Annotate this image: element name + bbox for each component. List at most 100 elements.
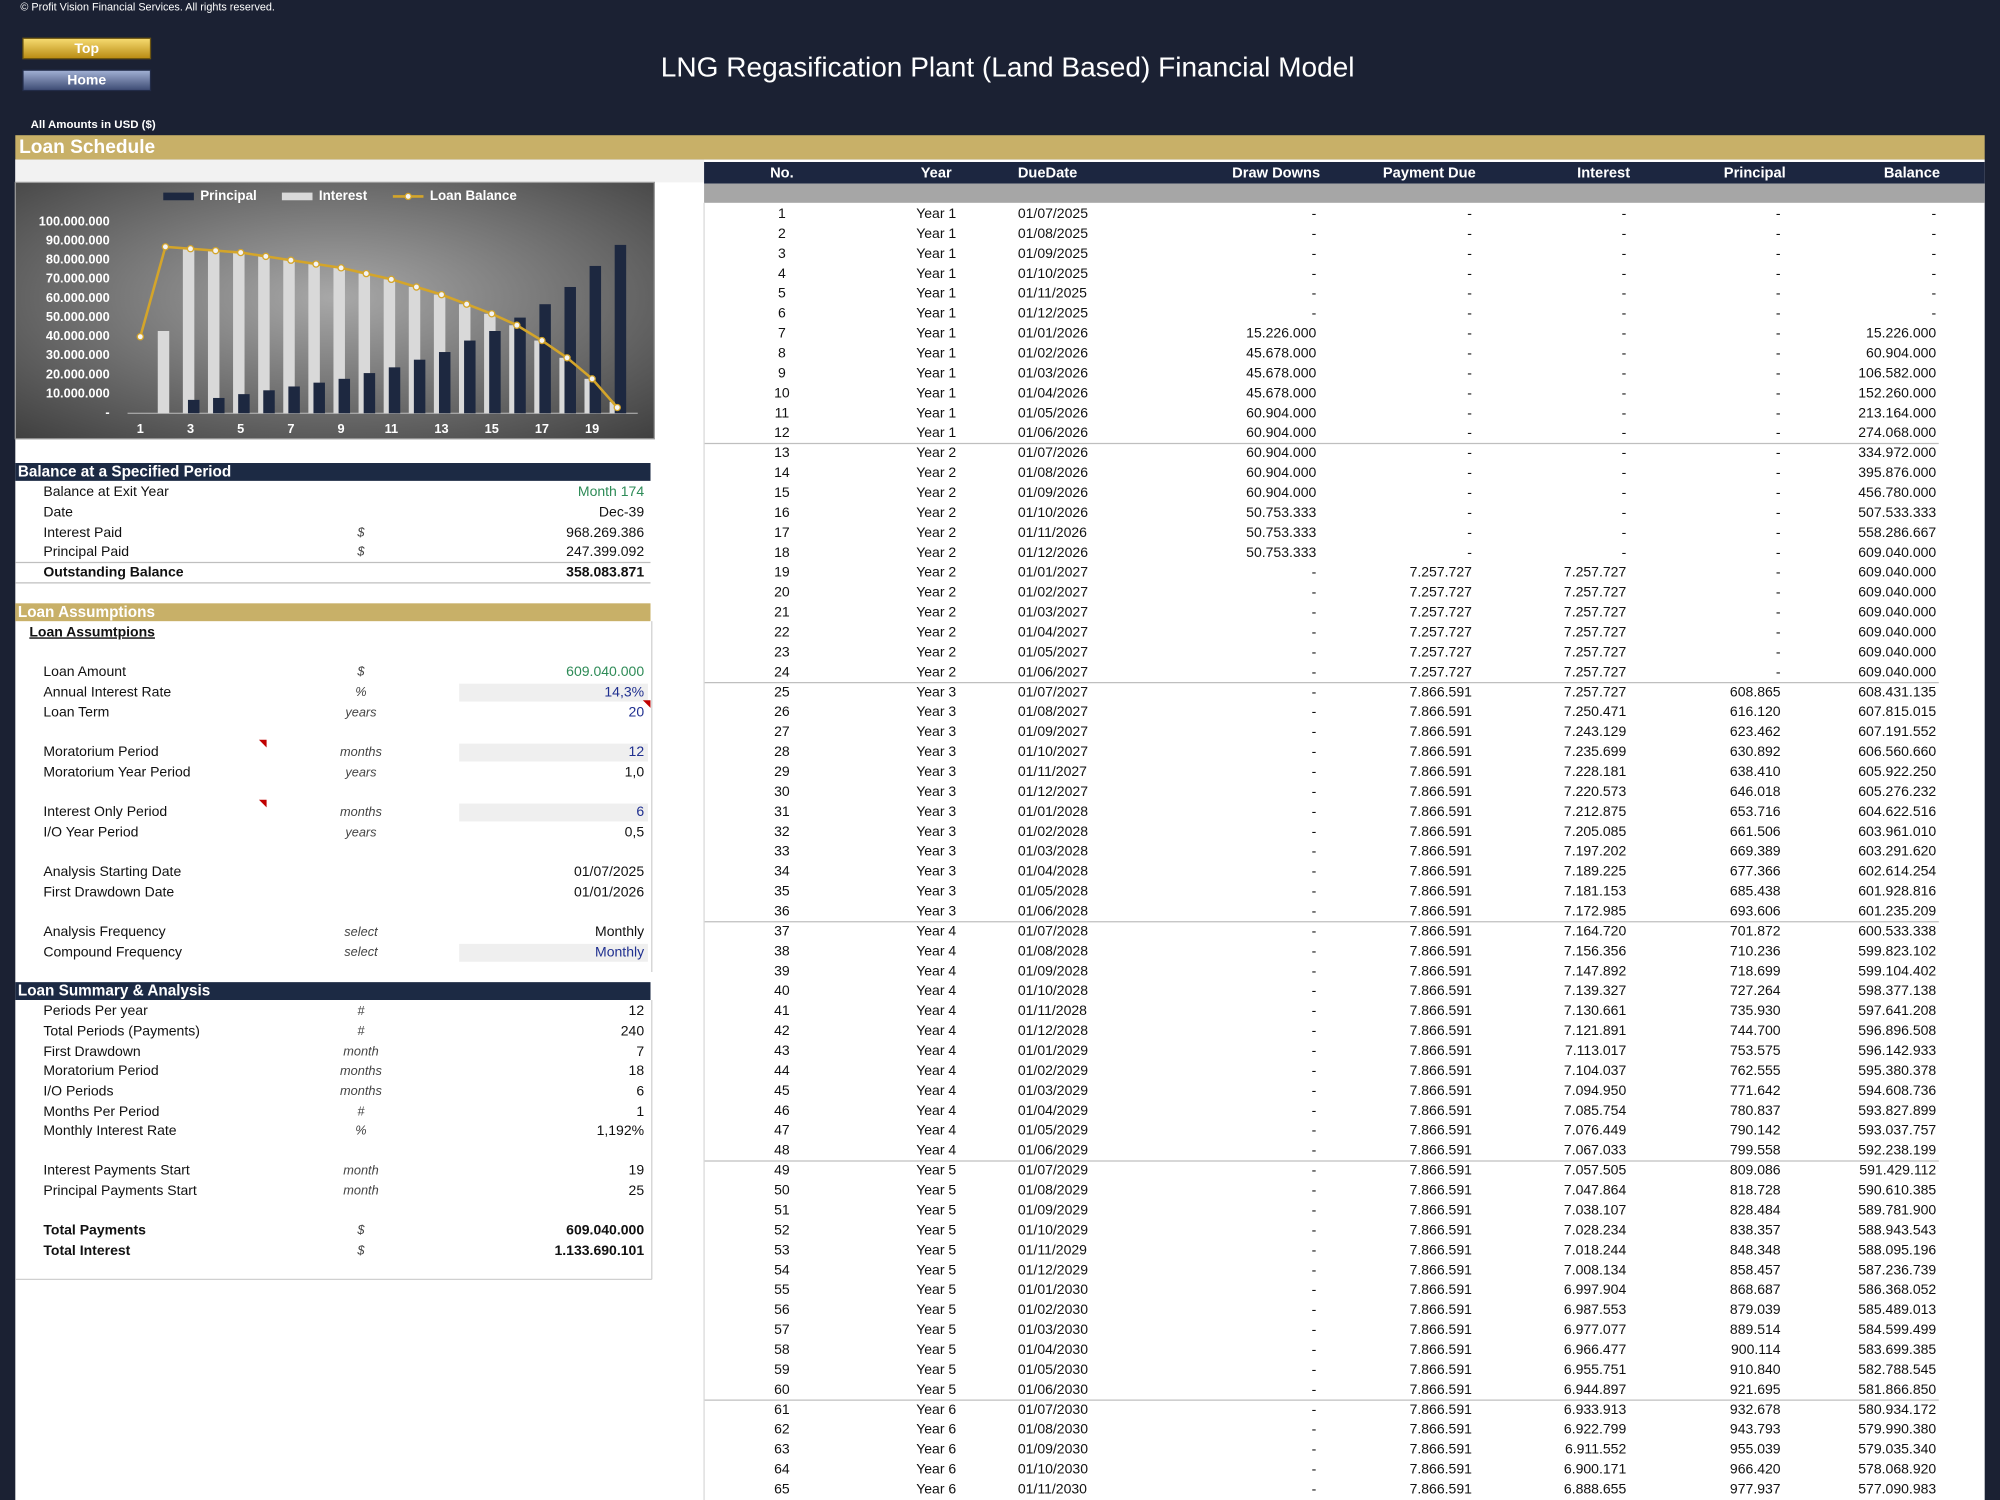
table-cell: Year 4	[916, 922, 956, 938]
table-cell: 701.872	[1730, 922, 1781, 938]
x-tick-label: 3	[187, 421, 194, 436]
table-cell: 609.040.000	[1858, 604, 1936, 620]
table-cell: Year 3	[916, 763, 956, 779]
table-cell: Year 2	[916, 484, 956, 500]
table-cell: 7.866.591	[1410, 962, 1473, 978]
table-cell: -	[1776, 524, 1781, 540]
table-cell: -	[1312, 225, 1317, 241]
row-unit: $	[356, 544, 365, 559]
bar	[308, 264, 320, 414]
home-button[interactable]	[22, 69, 152, 92]
table-cell: Year 5	[916, 1301, 956, 1317]
table-cell: 7.085.754	[1564, 1102, 1627, 1118]
table-cell: 598.377.138	[1858, 982, 1936, 998]
bar	[438, 352, 451, 414]
table-cell: 7.205.085	[1564, 823, 1627, 839]
table-cell: 595.380.378	[1858, 1062, 1936, 1078]
legend-label: Principal	[200, 188, 257, 203]
table-cell: -	[1622, 364, 1627, 380]
table-cell: 577.090.983	[1858, 1480, 1936, 1496]
table-cell: 01/07/2027	[1018, 683, 1088, 699]
legend-label: Interest	[319, 188, 368, 203]
table-cell: 01/10/2029	[1018, 1221, 1088, 1237]
table-cell: 507.533.333	[1858, 504, 1936, 520]
table-cell: 33	[774, 843, 790, 859]
table-cell: 6.911.552	[1565, 1441, 1627, 1457]
table-cell: 37	[774, 922, 790, 938]
line-marker	[287, 256, 295, 264]
table-cell: 106.582.000	[1858, 364, 1936, 380]
table-cell: 50.753.333	[1246, 504, 1316, 520]
table-cell: Year 1	[916, 245, 956, 261]
home-button-label[interactable]: Home	[67, 72, 106, 88]
table-cell: 01/10/2025	[1018, 265, 1088, 281]
table-cell: -	[1312, 903, 1317, 919]
table-cell: 01/07/2025	[1018, 205, 1088, 221]
table-cell: 34	[774, 863, 790, 879]
table-cell: 597.641.208	[1858, 1002, 1936, 1018]
table-cell: Year 2	[916, 564, 956, 580]
row-value: 6	[636, 803, 644, 819]
table-cell: -	[1312, 703, 1317, 719]
table-cell: 01/06/2028	[1018, 903, 1088, 919]
row-unit: select	[344, 944, 378, 959]
line-marker	[412, 283, 421, 291]
table-cell: -	[1467, 325, 1472, 341]
table-cell: -	[1467, 484, 1472, 500]
table-cell: 858.457	[1730, 1261, 1781, 1277]
table-cell: -	[1776, 245, 1781, 261]
table-cell: 818.728	[1730, 1182, 1781, 1198]
y-tick-label: 10.000.000	[46, 386, 110, 401]
table-cell: 58	[774, 1341, 790, 1357]
top-button[interactable]	[22, 37, 152, 60]
table-cell: 50	[774, 1182, 790, 1198]
legend-swatch	[163, 192, 194, 201]
panel-header	[15, 463, 651, 481]
table-cell: -	[1312, 962, 1317, 978]
line-marker	[362, 269, 370, 278]
table-cell: 65	[774, 1480, 790, 1496]
table-cell: 7.866.591	[1410, 763, 1473, 779]
y-tick-label: 20.000.000	[46, 366, 110, 381]
table-cell: 395.876.000	[1858, 464, 1936, 480]
bar	[313, 382, 325, 414]
table-cell: Year 2	[916, 464, 956, 480]
table-cell: -	[1776, 325, 1781, 341]
table-cell: -	[1312, 1201, 1317, 1217]
table-cell: 334.972.000	[1858, 444, 1936, 460]
table-cell: 53	[774, 1241, 790, 1257]
panel-title: Balance at a Specified Period	[18, 464, 231, 481]
table-cell: 01/01/2027	[1018, 564, 1088, 580]
table-cell: 01/06/2027	[1018, 663, 1088, 679]
table-cell: 01/02/2029	[1018, 1062, 1088, 1078]
table-cell: 7.866.591	[1410, 1301, 1473, 1317]
table-cell: Year 6	[916, 1421, 956, 1437]
table-cell: 55	[774, 1281, 790, 1297]
table-cell: -	[1312, 1361, 1317, 1377]
row-value: 609.040.000	[566, 1222, 644, 1238]
table-cell: 7.067.033	[1564, 1142, 1627, 1158]
table-cell: 607.815.015	[1858, 703, 1936, 719]
table-cell: 64	[774, 1461, 790, 1477]
input-cell	[459, 683, 648, 702]
table-cell: 01/09/2028	[1018, 962, 1088, 978]
table-cell: 47	[774, 1122, 790, 1138]
table-cell: -	[1467, 524, 1472, 540]
table-cell: 7.866.591	[1410, 683, 1473, 699]
table-cell: 593.827.899	[1858, 1102, 1936, 1118]
table-cell: Year 2	[916, 643, 956, 659]
table-cell: -	[1312, 1301, 1317, 1317]
line-marker	[262, 252, 270, 261]
table-cell: 7.866.591	[1410, 942, 1473, 958]
row-value: Dec-39	[599, 503, 644, 519]
table-cell: 43	[774, 1042, 790, 1058]
panel-header	[15, 982, 651, 1000]
table-cell: -	[1776, 604, 1781, 620]
table-cell: 7.866.591	[1410, 803, 1473, 819]
column-header: DueDate	[1018, 165, 1077, 181]
table-cell: 599.104.402	[1858, 962, 1936, 978]
table-cell: -	[1932, 205, 1937, 221]
top-button-label[interactable]: Top	[74, 40, 99, 56]
table-cell: 01/12/2026	[1018, 544, 1088, 560]
table-cell: 6.966.477	[1564, 1341, 1627, 1357]
